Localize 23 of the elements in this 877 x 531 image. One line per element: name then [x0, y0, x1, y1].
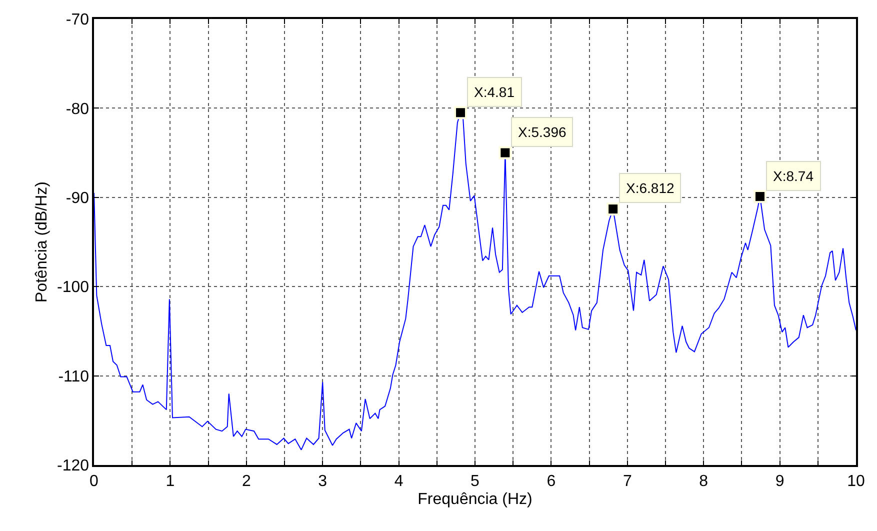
y-tick-label: -90 — [66, 190, 90, 207]
y-tick-label: -80 — [66, 100, 90, 118]
y-tick-label: -100 — [57, 279, 90, 296]
y-axis-title: Potência (dB/Hz) — [33, 182, 50, 302]
annotation: X:8.74 — [773, 168, 814, 184]
x-tick-label: 10 — [847, 472, 865, 490]
x-tick-label: 3 — [318, 472, 328, 490]
x-tick-label: 0 — [90, 472, 99, 490]
y-tick-label: -120 — [57, 458, 90, 475]
x-tick-label: 6 — [546, 472, 556, 490]
x-tick-label: 9 — [775, 472, 784, 490]
annotation: X:4.81 — [474, 84, 515, 100]
x-tick-label: 1 — [166, 472, 175, 490]
x-tick-label: 4 — [394, 472, 404, 490]
x-tick-label: 5 — [470, 472, 480, 490]
x-tick-label: 2 — [242, 472, 251, 490]
annotation: X:5.396 — [518, 124, 566, 140]
y-tick-label: -110 — [58, 368, 90, 386]
y-tick-label: -70 — [66, 12, 90, 29]
x-tick-label: 8 — [699, 472, 708, 490]
x-tick-label: 7 — [622, 472, 632, 490]
annotation: X:6.812 — [626, 180, 674, 196]
x-axis-title: Frequência (Hz) — [418, 491, 532, 508]
